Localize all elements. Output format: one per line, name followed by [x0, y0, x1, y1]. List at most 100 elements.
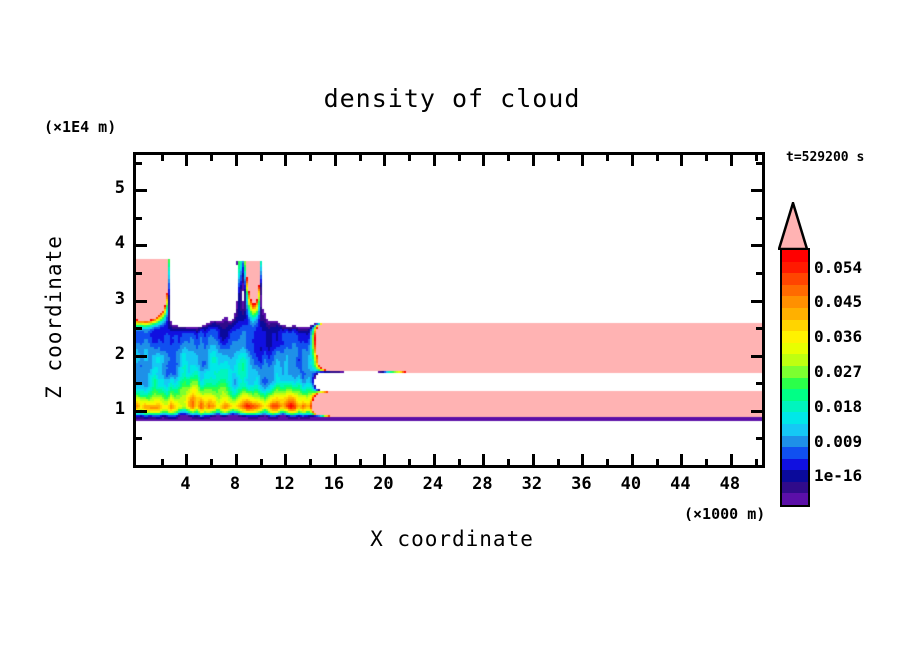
x-tick-label: 36 — [571, 474, 592, 494]
tick-mark — [284, 155, 287, 166]
x-tick-label: 32 — [521, 474, 543, 494]
tick-mark — [532, 155, 535, 166]
colorbar-band — [782, 435, 808, 448]
tick-mark — [755, 155, 758, 161]
tick-mark — [532, 454, 535, 465]
y-tick-label: 3 — [114, 288, 125, 309]
x-tick-label: 44 — [670, 474, 691, 494]
tick-mark — [161, 155, 164, 161]
tick-mark — [260, 459, 263, 465]
colorbar-arrow-cap — [778, 202, 808, 250]
x-tick-label: 20 — [373, 474, 394, 494]
colorbar-band — [782, 412, 808, 424]
colorbar-tick-label: 0.009 — [814, 431, 863, 451]
x-tick-label: 8 — [229, 474, 241, 494]
y-tick-label: 5 — [114, 178, 125, 199]
y-tick-label: 4 — [114, 233, 125, 254]
tick-mark — [161, 459, 164, 465]
tick-mark — [755, 459, 758, 465]
tick-mark — [334, 454, 337, 465]
tick-mark — [136, 410, 147, 413]
tick-mark — [383, 155, 386, 166]
tick-mark — [408, 155, 411, 161]
colorbar-band — [782, 377, 808, 390]
tick-mark — [507, 459, 510, 465]
tick-mark — [557, 155, 560, 161]
tick-mark — [136, 244, 147, 247]
time-annotation: t=529200 s — [786, 150, 865, 165]
tick-mark — [751, 300, 762, 303]
colorbar-band — [782, 470, 808, 482]
tick-mark — [359, 459, 362, 465]
y-axis-title: Z coordinate — [42, 235, 66, 399]
colorbar-band — [782, 250, 808, 262]
tick-mark — [730, 454, 733, 465]
tick-mark — [751, 410, 762, 413]
tick-mark — [751, 244, 762, 247]
tick-mark — [606, 459, 609, 465]
tick-mark — [458, 459, 461, 465]
tick-mark — [284, 454, 287, 465]
tick-mark — [756, 327, 762, 330]
tick-mark — [631, 155, 634, 166]
tick-mark — [631, 454, 634, 465]
plot-area — [133, 152, 765, 468]
tick-mark — [507, 155, 510, 161]
colorbar-band — [782, 389, 808, 401]
tick-mark — [606, 155, 609, 161]
x-tick-label: 4 — [180, 474, 191, 494]
colorbar-band — [782, 493, 808, 506]
tick-mark — [730, 155, 733, 166]
tick-mark — [235, 454, 238, 465]
tick-mark — [136, 189, 147, 192]
x-tick-label: 16 — [323, 474, 345, 494]
tick-mark — [458, 155, 461, 161]
colorbar-band — [782, 307, 808, 320]
tick-mark — [656, 155, 659, 161]
tick-mark — [309, 459, 312, 465]
colorbar-band — [782, 296, 808, 308]
colorbar-band — [782, 458, 808, 471]
tick-mark — [136, 272, 142, 275]
colorbar-band — [782, 400, 808, 413]
tick-mark — [136, 327, 142, 330]
x-tick-label: 48 — [719, 474, 741, 494]
colorbar-tick-label: 0.027 — [814, 361, 863, 381]
colorbar-tick-label: 0.036 — [814, 327, 863, 347]
x-axis-unit-label: (×1000 m) — [684, 505, 766, 523]
tick-mark — [136, 382, 142, 385]
tick-mark — [210, 459, 213, 465]
y-tick-label: 1 — [114, 398, 125, 419]
tick-mark — [656, 459, 659, 465]
colorbar-band — [782, 342, 808, 355]
tick-mark — [756, 217, 762, 220]
colorbar-tick-label: 0.045 — [814, 292, 863, 312]
contour-field — [136, 155, 762, 465]
x-tick-label: 40 — [620, 474, 642, 494]
tick-mark — [210, 155, 213, 161]
colorbar-band — [782, 447, 808, 459]
tick-mark — [235, 155, 238, 166]
tick-mark — [751, 355, 762, 358]
colorbar-band — [782, 331, 808, 343]
colorbar-band — [782, 319, 808, 332]
tick-mark — [705, 155, 708, 161]
colorbar-band — [782, 423, 808, 436]
colorbar-tick-label: 1e-16 — [814, 466, 863, 486]
tick-mark — [136, 300, 147, 303]
tick-mark — [383, 454, 386, 465]
colorbar-band — [782, 273, 808, 285]
tick-mark — [756, 162, 762, 165]
x-tick-label: 24 — [422, 474, 444, 494]
y-axis-unit-label: (×1E4 m) — [44, 118, 117, 136]
tick-mark — [185, 454, 188, 465]
x-tick-label: 12 — [274, 474, 295, 494]
colorbar-band — [782, 481, 808, 494]
page-title: density of cloud — [323, 84, 581, 113]
tick-mark — [705, 459, 708, 465]
tick-mark — [136, 162, 142, 165]
colorbar: 0.054 0.045 0.036 0.027 0.018 0.009 1e-16 — [778, 198, 898, 508]
tick-mark — [136, 355, 147, 358]
tick-mark — [359, 155, 362, 161]
colorbar-tick-label: 0.018 — [814, 396, 863, 416]
